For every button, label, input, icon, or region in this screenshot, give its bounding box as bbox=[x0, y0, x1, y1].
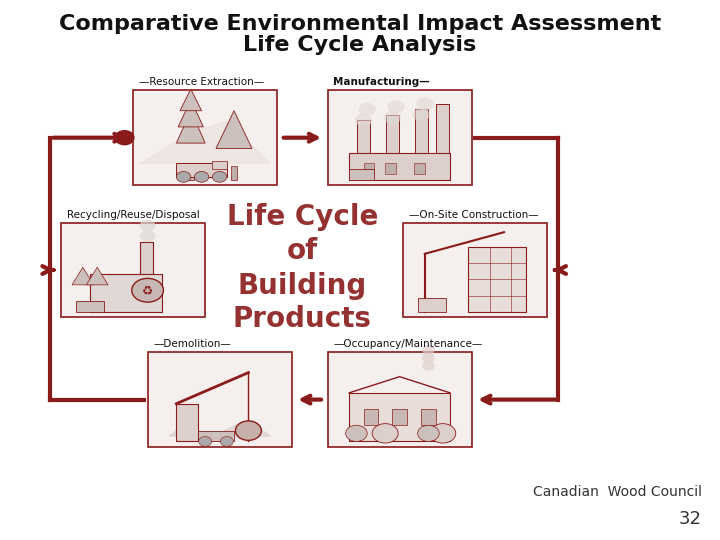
Polygon shape bbox=[178, 100, 203, 127]
Bar bbox=[364, 163, 374, 174]
Text: Recycling/Reuse/Disposal: Recycling/Reuse/Disposal bbox=[67, 210, 199, 219]
Circle shape bbox=[346, 426, 367, 442]
Circle shape bbox=[413, 108, 430, 122]
Bar bbox=[436, 104, 449, 163]
Text: Life Cycle Analysis: Life Cycle Analysis bbox=[243, 35, 477, 55]
Bar bbox=[349, 152, 450, 179]
Polygon shape bbox=[86, 267, 108, 285]
Bar bbox=[198, 431, 234, 442]
Circle shape bbox=[140, 219, 156, 231]
Text: —Demolition—: —Demolition— bbox=[153, 339, 231, 349]
Text: of: of bbox=[287, 237, 318, 265]
Polygon shape bbox=[176, 111, 205, 143]
Circle shape bbox=[359, 103, 376, 116]
Bar bbox=[364, 409, 378, 426]
Bar bbox=[231, 166, 237, 179]
Text: Comparative Environmental Impact Assessment: Comparative Environmental Impact Assessm… bbox=[59, 14, 661, 33]
Bar bbox=[187, 163, 194, 179]
Circle shape bbox=[384, 111, 401, 124]
Polygon shape bbox=[140, 122, 270, 163]
Polygon shape bbox=[216, 111, 252, 148]
Circle shape bbox=[140, 230, 156, 242]
Bar bbox=[385, 163, 396, 174]
Polygon shape bbox=[180, 89, 202, 111]
Text: Manufacturing—: Manufacturing— bbox=[333, 77, 430, 87]
Text: Life Cycle: Life Cycle bbox=[227, 203, 378, 231]
Bar bbox=[357, 120, 370, 163]
Bar bbox=[133, 90, 277, 185]
Circle shape bbox=[387, 100, 405, 113]
Bar bbox=[418, 298, 446, 312]
Bar bbox=[148, 352, 292, 447]
Circle shape bbox=[115, 131, 134, 145]
Circle shape bbox=[418, 426, 439, 442]
Bar bbox=[140, 242, 153, 301]
Bar bbox=[76, 301, 104, 312]
Circle shape bbox=[132, 279, 163, 302]
Bar bbox=[414, 163, 425, 174]
Circle shape bbox=[422, 353, 435, 363]
Circle shape bbox=[430, 423, 456, 443]
Bar bbox=[176, 163, 227, 177]
Bar bbox=[349, 393, 450, 442]
Circle shape bbox=[194, 172, 209, 183]
Text: Building: Building bbox=[238, 272, 367, 300]
Polygon shape bbox=[169, 420, 270, 436]
Bar bbox=[61, 223, 205, 317]
Bar bbox=[176, 403, 198, 442]
Text: 32: 32 bbox=[679, 510, 702, 528]
Text: —On-Site Construction—: —On-Site Construction— bbox=[409, 210, 539, 219]
Circle shape bbox=[212, 172, 227, 183]
Circle shape bbox=[235, 421, 261, 441]
Circle shape bbox=[220, 436, 233, 446]
Text: Products: Products bbox=[233, 305, 372, 333]
Bar bbox=[392, 409, 407, 426]
Bar bbox=[328, 90, 472, 185]
Text: Canadian  Wood Council: Canadian Wood Council bbox=[533, 485, 702, 500]
Circle shape bbox=[176, 172, 191, 183]
Text: —Occupancy/Maintenance—: —Occupancy/Maintenance— bbox=[333, 339, 482, 349]
Bar bbox=[415, 109, 428, 163]
Bar bbox=[212, 160, 227, 168]
Bar bbox=[468, 247, 526, 312]
Circle shape bbox=[372, 423, 398, 443]
Circle shape bbox=[199, 436, 212, 446]
Bar bbox=[403, 223, 547, 317]
Bar bbox=[349, 168, 374, 179]
Text: —Resource Extraction—: —Resource Extraction— bbox=[139, 77, 264, 87]
Circle shape bbox=[355, 114, 372, 127]
Circle shape bbox=[416, 97, 433, 111]
Bar bbox=[328, 352, 472, 447]
Text: ♻: ♻ bbox=[142, 284, 153, 297]
Bar bbox=[90, 274, 162, 312]
Bar bbox=[386, 115, 399, 163]
Polygon shape bbox=[72, 267, 94, 285]
Bar bbox=[421, 409, 436, 426]
Circle shape bbox=[422, 345, 435, 354]
Circle shape bbox=[422, 361, 435, 370]
